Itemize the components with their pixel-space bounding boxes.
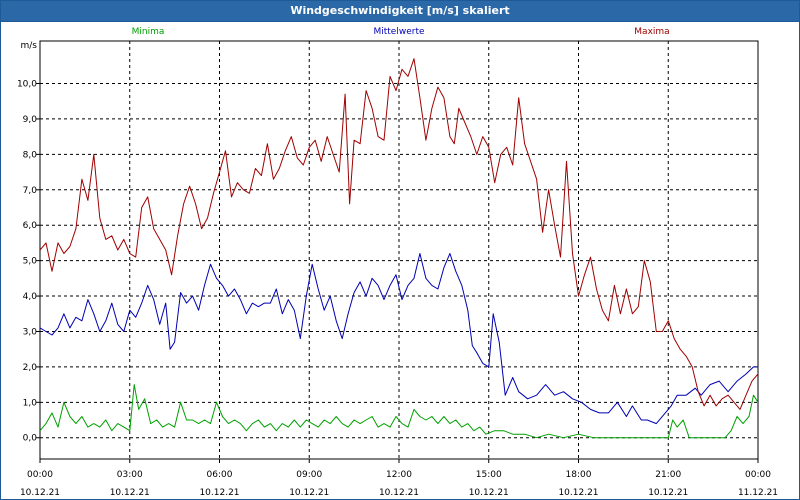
- y-tick-label: 9,0: [23, 115, 38, 125]
- legend-entry-mittelwerte: Mittelwerte: [373, 27, 424, 37]
- x-tick-date-label: 10.12.21: [20, 488, 60, 498]
- series-line-minima: [40, 384, 758, 439]
- x-tick-time-label: 00:00: [27, 470, 53, 480]
- x-tick-time-label: 15:00: [476, 470, 502, 480]
- y-tick-label: 5,0: [23, 257, 38, 267]
- x-tick-time-label: 03:00: [117, 470, 143, 480]
- series-lines: [40, 58, 758, 439]
- x-tick-date-label: 10.12.21: [199, 488, 239, 498]
- x-tick-time-label: 12:00: [386, 470, 412, 480]
- y-tick-label: 6,0: [23, 221, 38, 231]
- tick-labels: 0,0 1,0 2,0 3,0 4,0 5,0 6,0 7,0 8,0 9,0 10,0 00:00 1…: [17, 41, 778, 498]
- y-tick-label: 8,0: [23, 150, 38, 160]
- y-tick-label: 2,0: [23, 363, 38, 373]
- x-tick-date-label: 10.12.21: [289, 488, 329, 498]
- y-tick-label: 10,0: [17, 80, 37, 90]
- y-tick-label: 1,0: [23, 398, 38, 408]
- x-tick-time-label: 09:00: [296, 470, 322, 480]
- x-tick-time-label: 18:00: [566, 470, 592, 480]
- series-line-maxima: [40, 58, 758, 410]
- y-tick-label: 7,0: [23, 186, 38, 196]
- legend: Minima Mittelwerte Maxima: [132, 27, 670, 37]
- y-tick-label: 3,0: [23, 327, 38, 337]
- title-bar: Windgeschwindigkeit [m/s] skaliert: [1, 1, 799, 22]
- window-title: Windgeschwindigkeit [m/s] skaliert: [290, 4, 510, 17]
- y-tick-label: 4,0: [23, 292, 38, 302]
- grid: [40, 41, 758, 459]
- x-tick-date-label: 10.12.21: [558, 488, 598, 498]
- series-line-mittelwerte: [40, 253, 758, 425]
- y-axis-unit-label: m/s: [21, 41, 38, 51]
- x-tick-date-label: 10.12.21: [648, 488, 688, 498]
- x-tick-date-label: 10.12.21: [469, 488, 509, 498]
- x-tick-date-label: 10.12.21: [110, 488, 150, 498]
- legend-entry-minima: Minima: [132, 27, 165, 37]
- x-tick-date-label: 10.12.21: [379, 488, 419, 498]
- x-tick-time-label: 00:00: [745, 470, 771, 480]
- legend-entry-maxima: Maxima: [634, 27, 669, 37]
- x-tick-date-label: 11.12.21: [738, 488, 778, 498]
- x-tick-time-label: 21:00: [655, 470, 681, 480]
- x-tick-time-label: 06:00: [207, 470, 233, 480]
- y-tick-label: 0,0: [23, 434, 38, 444]
